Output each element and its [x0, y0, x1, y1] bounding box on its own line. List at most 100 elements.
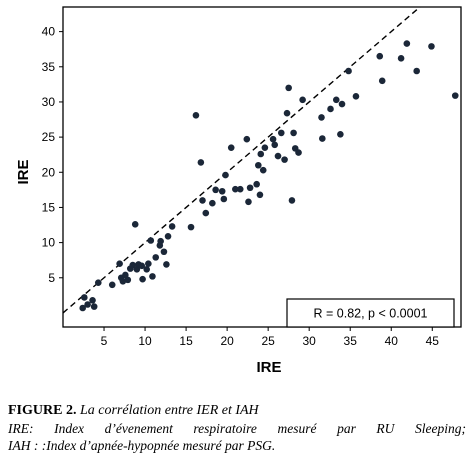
data-point — [227, 144, 235, 151]
plot-frame — [62, 6, 462, 328]
data-point — [397, 55, 405, 62]
y-axis-title: IRE — [15, 159, 32, 184]
data-point — [319, 135, 326, 142]
data-point — [283, 109, 291, 117]
x-tick-label: 25 — [261, 334, 275, 348]
y-tick-label: 40 — [42, 25, 56, 39]
data-point — [157, 237, 164, 245]
data-point — [243, 135, 251, 143]
stat-annotation-box: R = 0.82, p < 0.0001 — [286, 298, 455, 328]
reference-line — [62, 6, 421, 314]
y-tick-label: 35 — [42, 60, 56, 74]
y-tick-label: 15 — [42, 200, 56, 214]
data-point — [332, 96, 340, 104]
data-point — [163, 261, 170, 268]
data-point — [288, 197, 296, 204]
x-tick-label: 15 — [179, 334, 193, 348]
x-tick-label: 40 — [385, 334, 399, 348]
data-point — [261, 144, 269, 151]
x-axis-title: IRE — [256, 359, 281, 376]
data-point — [290, 129, 297, 137]
data-point — [376, 52, 384, 60]
data-point — [277, 129, 285, 137]
data-point — [337, 130, 344, 138]
data-point — [345, 67, 352, 75]
data-point — [352, 93, 360, 100]
figure-number: FIGURE 2. — [8, 403, 77, 418]
data-point — [202, 209, 210, 217]
y-tick-label: 10 — [42, 236, 56, 250]
data-point — [218, 187, 226, 195]
data-point — [139, 275, 146, 283]
data-point — [197, 159, 205, 166]
y-tick-label: 20 — [42, 165, 56, 179]
data-point — [147, 237, 155, 244]
x-tick-label: 30 — [303, 334, 317, 348]
data-point — [138, 262, 146, 270]
data-point — [212, 186, 219, 194]
data-point — [327, 105, 334, 113]
data-point — [274, 152, 282, 160]
data-point — [285, 84, 292, 92]
data-point — [413, 67, 420, 75]
data-point — [246, 184, 254, 192]
data-point — [295, 149, 302, 156]
x-tick-label: 5 — [101, 334, 108, 348]
data-point — [255, 161, 262, 169]
data-point — [108, 281, 116, 289]
stat-annotation: R = 0.82, p < 0.0001 — [314, 307, 428, 321]
x-tick-label: 10 — [138, 334, 152, 348]
data-point — [199, 197, 206, 204]
figure-caption: FIGURE 2. La corrélation entre IER et IA… — [8, 402, 466, 454]
x-tick-label: 20 — [220, 334, 234, 348]
data-point — [94, 279, 102, 286]
data-point — [81, 294, 88, 301]
data-point — [257, 150, 265, 158]
data-point — [79, 304, 86, 312]
data-point — [124, 276, 132, 284]
data-point — [89, 296, 96, 304]
data-point — [378, 77, 386, 85]
data-point — [116, 260, 123, 268]
y-tick-label: 25 — [42, 130, 56, 144]
data-point — [281, 156, 288, 163]
data-point — [318, 114, 325, 121]
data-point — [209, 199, 216, 207]
data-point — [428, 43, 435, 50]
data-point — [232, 185, 239, 193]
data-point — [131, 221, 139, 228]
data-point — [192, 112, 200, 119]
data-point — [187, 223, 195, 231]
data-point — [164, 232, 172, 240]
data-point — [168, 223, 176, 230]
scatter-chart: 5 10 15 20 25 30 35 40 45 5 10 15 20 25 30 35 40 R = 0.… — [15, 6, 462, 376]
y-tick-label: 5 — [48, 271, 55, 285]
data-point — [271, 141, 279, 149]
x-tick-label: 35 — [344, 334, 358, 348]
x-tick-label: 45 — [426, 334, 440, 348]
caption-definition-ire: IRE: Index d’évenement respiratoire mesu… — [8, 421, 466, 436]
caption-title: FIGURE 2. La corrélation entre IER et IA… — [8, 402, 466, 420]
data-point — [149, 273, 156, 280]
data-point — [451, 92, 459, 99]
data-point — [338, 100, 346, 108]
caption-definition-iah: IAH : :Index d’apnée-hypopnée mesuré par… — [8, 438, 276, 453]
data-point — [160, 248, 168, 256]
data-point — [403, 40, 411, 47]
data-point — [299, 96, 306, 104]
data-point — [152, 254, 160, 261]
data-point — [90, 303, 98, 310]
y-tick-label: 30 — [42, 95, 56, 109]
data-point — [122, 271, 129, 279]
data-point — [245, 198, 252, 206]
y-axis-ticks: 5 10 15 20 25 30 35 40 — [42, 25, 63, 285]
data-point — [269, 135, 277, 143]
data-point — [256, 191, 264, 199]
data-point — [259, 166, 267, 174]
data-point — [129, 261, 137, 269]
data-point — [222, 171, 229, 179]
data-point — [84, 301, 91, 308]
data-point — [145, 260, 152, 268]
figure-title: La corrélation entre IER et IAH — [79, 403, 259, 418]
